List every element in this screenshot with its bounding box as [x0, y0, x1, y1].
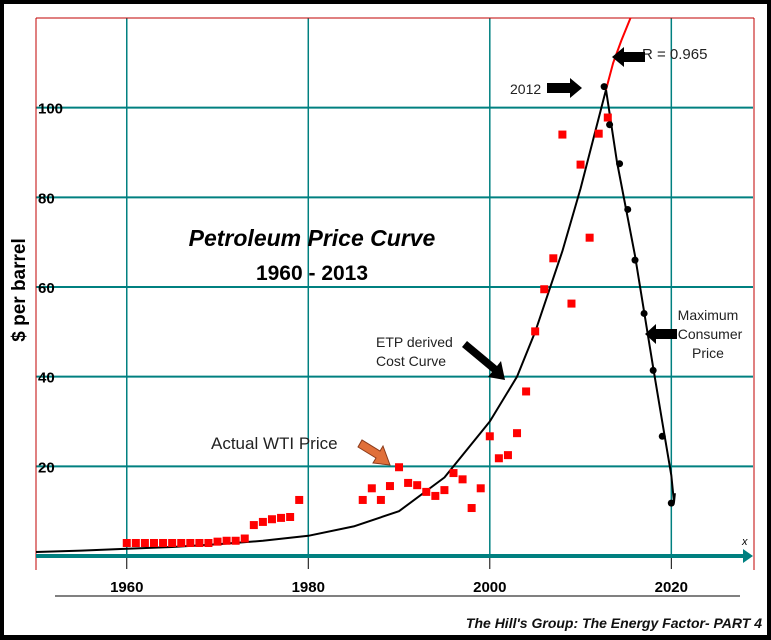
wti-price-point: [522, 387, 531, 396]
wti-price-point: [168, 538, 177, 547]
wti-price-point: [249, 521, 258, 530]
max-consumer-label-2: Consumer: [678, 326, 743, 342]
wti-price-point: [240, 534, 249, 543]
arrow-diagonal-icon: [462, 341, 505, 380]
wti-price-point: [222, 536, 231, 545]
wti-price-point: [531, 327, 540, 336]
wti-price-point: [286, 512, 295, 521]
wti-price-point: [395, 463, 404, 472]
wti-price-point: [267, 515, 276, 524]
wti-price-point: [603, 113, 612, 122]
arrow-right-icon: [547, 78, 582, 98]
consumer-price-point: [624, 205, 632, 213]
x-tick-label: 2000: [473, 579, 506, 596]
consumer-price-point: [616, 160, 624, 168]
wti-price-point: [413, 481, 422, 490]
axes: 20 40 60 80 100 1960 1980 2000 2020 x: [36, 101, 753, 597]
wti-arrow-icon: [357, 439, 391, 466]
source-caption: The Hill's Group: The Energy Factor- PAR…: [466, 615, 762, 631]
consumer-price-point: [649, 366, 657, 374]
wti-price-point: [295, 495, 304, 504]
consumer-price-point: [606, 121, 614, 129]
consumer-price-point: [600, 83, 608, 91]
wti-price-point: [594, 129, 603, 138]
wti-price-point: [258, 517, 267, 526]
y-axis-label: $ per barrel: [9, 238, 30, 342]
wti-price-point: [140, 538, 149, 547]
wti-price-point: [186, 538, 195, 547]
chart-background: [4, 4, 767, 635]
year-2012-label: 2012: [510, 81, 541, 97]
y-tick-label: 100: [38, 101, 63, 118]
arrow-left-icon: [645, 324, 677, 344]
wti-price-point: [485, 432, 494, 441]
wti-price-point: [585, 233, 594, 242]
max-consumer-label-1: Maximum: [678, 307, 739, 323]
x-tick-label: 1960: [110, 579, 143, 596]
wti-price-point: [195, 538, 204, 547]
wti-price-point: [213, 537, 222, 546]
wti-price-point: [149, 538, 158, 547]
cost-curve-label-2: Cost Curve: [376, 353, 446, 369]
wti-price-point: [567, 299, 576, 308]
actual-wti-label: Actual WTI Price: [211, 434, 338, 453]
wti-price-point: [376, 495, 385, 504]
wti-price-point: [440, 486, 449, 495]
wti-price-point: [204, 538, 213, 547]
wti-price-point: [494, 454, 503, 463]
cost-curve-label-1: ETP derived: [376, 334, 453, 350]
consumer-price-point: [640, 309, 648, 317]
wti-price-point: [385, 482, 394, 491]
y-tick-label: 20: [38, 459, 55, 476]
y-tick-label: 80: [38, 190, 55, 207]
x-axis-arrow-icon: [743, 549, 753, 563]
consumer-price-point: [658, 432, 666, 440]
wti-price-point: [277, 513, 286, 522]
r-value-label: R = 0.965: [642, 46, 707, 63]
x-axis-symbol: x: [741, 536, 748, 548]
chart-subtitle: 1960 - 2013: [256, 262, 368, 285]
wti-price-point: [576, 160, 585, 169]
y-tick-label: 60: [38, 280, 55, 297]
wti-price-point: [367, 484, 376, 493]
wti-price-point: [540, 285, 549, 294]
wti-price-point: [476, 484, 485, 493]
fit-line: [605, 17, 632, 90]
wti-price-point: [159, 538, 168, 547]
wti-price-point: [431, 491, 440, 500]
wti-price-point: [449, 469, 458, 478]
wti-price-point: [558, 130, 567, 139]
y-tick-label: 40: [38, 370, 55, 387]
wti-price-point: [503, 451, 512, 460]
wti-price-point: [404, 478, 413, 487]
chart-title: Petroleum Price Curve: [189, 225, 436, 251]
consumer-price-point: [667, 499, 675, 507]
marks: [35, 17, 676, 553]
wti-price-point: [358, 495, 367, 504]
plot-frame: [35, 17, 755, 570]
consumer-price-point: [631, 256, 639, 264]
wti-price-point: [231, 536, 240, 545]
wti-price-point: [549, 254, 558, 263]
wti-price-point: [467, 504, 476, 513]
x-tick-label: 2020: [655, 579, 688, 596]
wti-price-point: [131, 538, 140, 547]
wti-price-point: [513, 429, 522, 438]
wti-price-point: [422, 487, 431, 496]
wti-price-point: [122, 538, 131, 547]
arrow-left-icon: [612, 47, 645, 67]
max-consumer-label-3: Price: [692, 345, 724, 361]
wti-price-point: [177, 538, 186, 547]
x-tick-label: 1980: [292, 579, 325, 596]
grid: [36, 18, 753, 556]
wti-price-point: [458, 475, 467, 484]
